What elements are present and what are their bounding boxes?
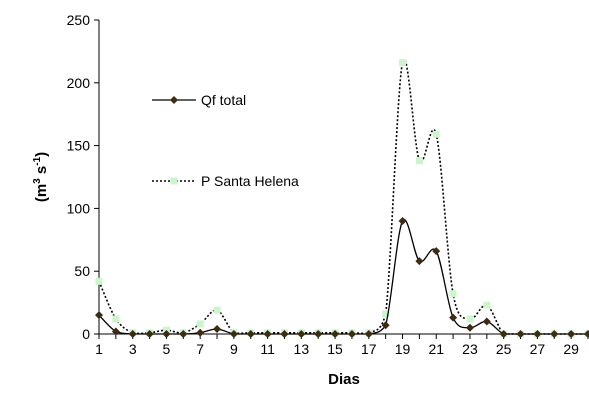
data-point-qf-total	[162, 330, 171, 338]
data-point-qf-total	[246, 330, 255, 338]
series-line-qf-total	[98, 218, 588, 335]
data-point-qf-total	[482, 317, 491, 326]
y-tick-label: 250	[67, 12, 91, 28]
legend-label-qf-total: Qf total	[201, 92, 246, 108]
data-point-qf-total	[196, 328, 205, 337]
data-point-p-santa-helena	[466, 315, 474, 323]
x-tick-label: 17	[361, 341, 377, 357]
data-point-p-santa-helena	[399, 59, 407, 67]
x-tick-label: 19	[395, 341, 411, 357]
data-point-p-santa-helena	[196, 320, 204, 328]
x-tick-label: 15	[327, 341, 343, 357]
data-point-p-santa-helena	[432, 130, 440, 138]
data-point-qf-total	[314, 330, 323, 338]
x-axis-title: Dias	[328, 371, 360, 388]
data-point-qf-total	[533, 330, 542, 338]
x-tick-label: 13	[294, 341, 310, 357]
x-tick-label: 11	[260, 341, 275, 357]
data-point-qf-total	[584, 330, 589, 338]
x-tick-label: 7	[196, 341, 204, 357]
series-layer	[95, 58, 589, 338]
y-axis-ticks: 0 50 100 150 200 250	[67, 12, 99, 342]
data-point-qf-total	[364, 330, 373, 338]
x-tick-label: 27	[530, 341, 546, 357]
y-tick-label: 100	[67, 200, 91, 216]
data-point-qf-total	[432, 247, 441, 256]
data-point-qf-total	[465, 323, 474, 332]
data-point-p-santa-helena	[112, 315, 120, 323]
data-point-qf-total	[111, 327, 120, 336]
data-point-qf-total	[449, 313, 458, 322]
x-tick-label: 25	[496, 341, 512, 357]
y-title-mid: s	[33, 166, 50, 179]
data-point-qf-total	[179, 330, 188, 338]
data-point-p-santa-helena	[449, 290, 457, 298]
data-point-qf-total	[95, 311, 103, 320]
data-point-qf-total	[381, 321, 390, 330]
data-point-qf-total	[550, 330, 559, 338]
data-point-qf-total	[280, 330, 289, 338]
data-point-qf-total	[229, 330, 238, 338]
legend: Qf total P Santa Helena	[152, 92, 299, 189]
legend-label-p-santa-helena: P Santa Helena	[201, 173, 299, 189]
legend-marker-p-santa-helena	[170, 177, 178, 185]
data-point-p-santa-helena	[95, 277, 103, 285]
y-tick-label: 150	[67, 138, 91, 154]
data-point-qf-total	[499, 330, 508, 338]
x-tick-label: 3	[129, 341, 137, 357]
y-axis-title: (m3 s-1)	[32, 152, 50, 202]
x-tick-label: 21	[428, 341, 444, 357]
x-tick-label: 23	[462, 341, 478, 357]
data-point-qf-total	[347, 330, 356, 338]
data-point-qf-total	[213, 324, 222, 333]
y-title-sup2: -1	[32, 156, 43, 165]
data-point-p-santa-helena	[415, 157, 423, 165]
axes	[98, 20, 588, 335]
x-axis-ticks: 1 3 5 7 9 11 13 15 17 19 21 23 25 27 29	[95, 334, 589, 357]
data-point-qf-total	[516, 330, 525, 338]
data-point-qf-total	[415, 257, 424, 266]
data-point-qf-total	[297, 330, 306, 338]
data-point-qf-total	[567, 330, 576, 338]
x-tick-label: 29	[563, 341, 579, 357]
data-point-p-santa-helena	[213, 306, 221, 314]
data-point-qf-total	[331, 330, 340, 338]
y-title-sup1: 3	[32, 178, 43, 184]
y-title-base: (m	[33, 184, 50, 202]
x-tick-label: 5	[163, 341, 171, 357]
data-point-p-santa-helena	[483, 301, 491, 309]
data-point-qf-total	[145, 330, 154, 338]
data-point-qf-total	[263, 330, 272, 338]
x-tick-label: 9	[230, 341, 238, 357]
y-tick-label: 0	[82, 326, 90, 342]
y-title-end: )	[33, 152, 50, 157]
data-point-qf-total	[398, 216, 407, 225]
y-tick-label: 50	[74, 263, 90, 279]
legend-marker-qf-total	[170, 96, 178, 104]
data-point-qf-total	[128, 330, 137, 338]
x-tick-label: 1	[95, 341, 103, 357]
data-point-p-santa-helena	[382, 310, 390, 318]
y-tick-label: 200	[67, 75, 91, 91]
